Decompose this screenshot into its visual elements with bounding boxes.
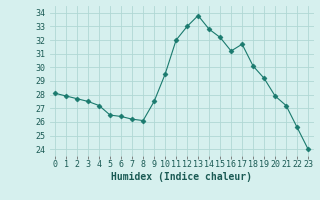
X-axis label: Humidex (Indice chaleur): Humidex (Indice chaleur) <box>111 172 252 182</box>
